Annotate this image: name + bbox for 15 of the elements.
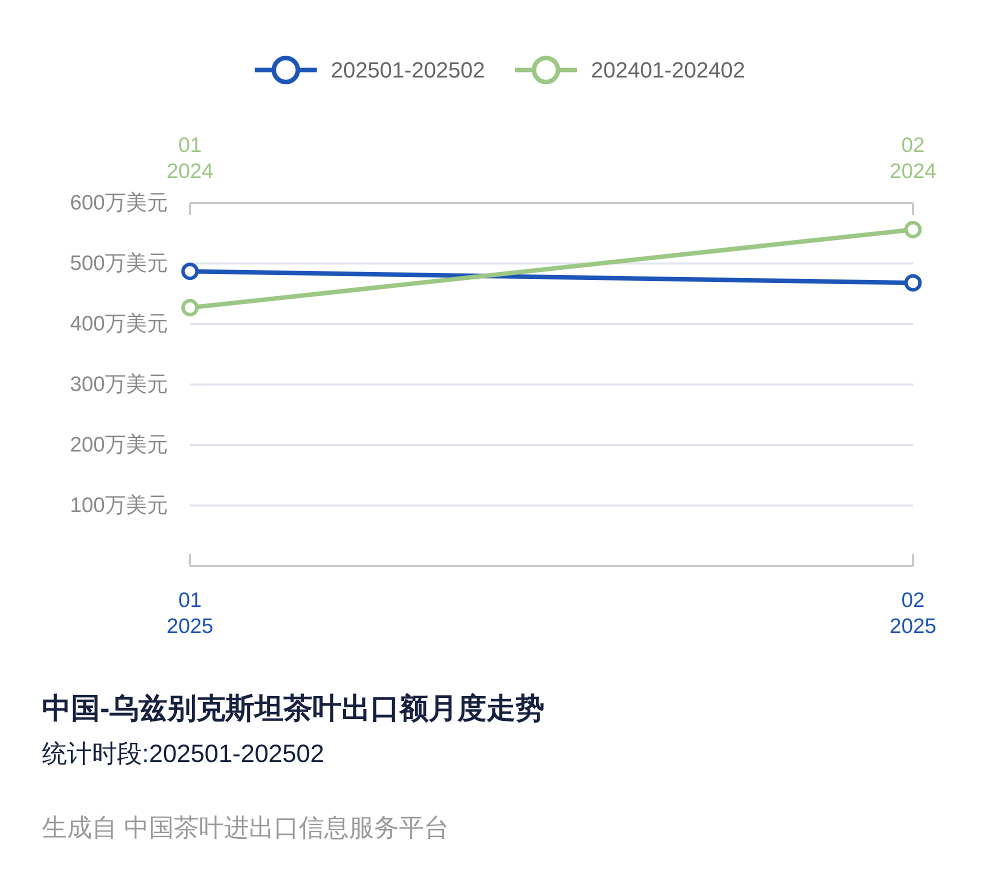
text: 统计时段:202501-202502 xyxy=(42,740,324,768)
x2-tick-label: 02 2024 xyxy=(890,134,937,183)
x-tick-label: 01 2025 xyxy=(166,589,214,638)
y-tick-label: 100万美元 xyxy=(70,494,168,517)
x-tick-label: 02 2025 xyxy=(890,589,936,638)
legend-label: 202401-202402 xyxy=(591,58,746,82)
y-tick-label: 500万美元 xyxy=(70,252,168,275)
text: 生成自 中国茶叶进出口信息服务平台 xyxy=(42,814,449,842)
y-tick-label: 400万美元 xyxy=(70,312,168,336)
text: 中国-乌兹别克斯坦茶叶出口额月度走势 xyxy=(42,692,545,725)
x2-tick-label: 01 2024 xyxy=(166,134,214,183)
legend-label: 202501-202502 xyxy=(330,58,485,82)
y-tick-label: 600万美元 xyxy=(70,192,168,214)
y-tick-label: 200万美元 xyxy=(70,434,168,456)
y-tick-label: 300万美元 xyxy=(70,373,168,396)
